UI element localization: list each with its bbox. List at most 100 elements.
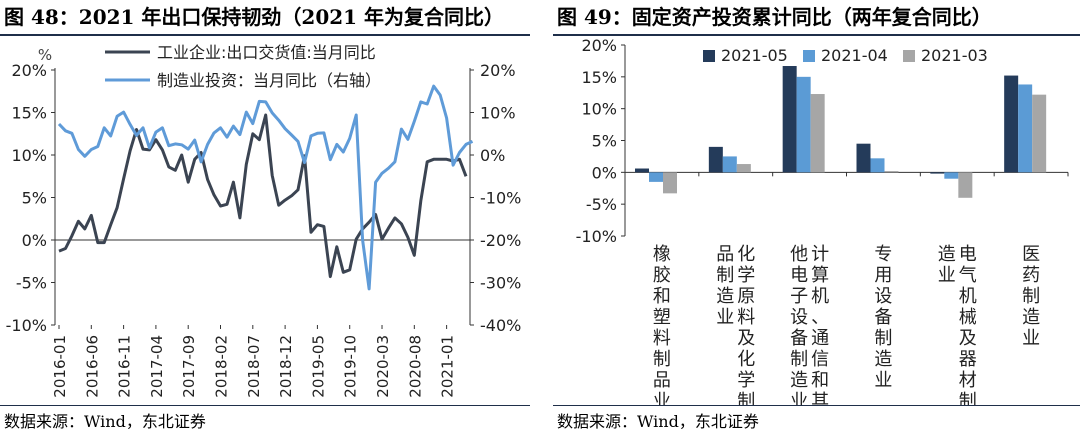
left-source-note: 数据来源：Wind，东北证券 [4,412,206,431]
bar [722,156,737,173]
category-label-char: 造 [1022,307,1040,328]
y-tick-label: -10% [576,227,617,246]
y-tick-label: -5% [586,195,617,214]
category-label-char: 制 [716,265,734,286]
left-axis-unit: % [38,46,52,64]
left-chart-title: 图 48：2021 年出口保持韧劲（2021 年为复合同比） [4,5,505,29]
category-label-char: 气 [959,265,977,286]
category-label-char: 其 [811,391,829,405]
category-label-char: 橡 [653,244,671,265]
x-tick-label: 2018-12 [277,335,295,398]
x-tick-label: 2020-03 [374,335,392,398]
right-y-tick-label: 0% [480,146,505,165]
legend-label: 制造业投资：当月同比（右轴） [157,71,381,90]
category-label-char: 和 [811,370,829,391]
manufacturing-investment-series-line [57,84,474,291]
category-label-char: 设 [874,286,892,307]
category-label-char: 专 [874,244,892,265]
bar [856,143,871,173]
category-label-char: 业 [938,265,956,286]
right-y-tick-label: 20% [480,61,516,80]
category-label-char: 器 [959,349,977,370]
category-label-char: 造 [938,244,956,265]
left-y-tick-label: -5% [16,274,47,293]
x-tick-label: 2019-05 [309,335,327,398]
category-label-char: 制 [737,391,755,405]
category-label-char: 机 [811,286,829,307]
category-label-char: 造 [716,286,734,307]
category-label-char: 品 [653,370,671,391]
left-y-tick-label: -10% [6,316,47,335]
category-label-char: 电 [959,244,977,265]
left-y-tick-label: 5% [22,189,47,208]
x-tick-label: 2018-07 [245,335,263,398]
right-y-tick-label: -10% [480,189,521,208]
bar [1018,84,1033,173]
bar [930,172,945,174]
x-tick-label: 2016-01 [51,335,69,398]
left-y-tick-label: 15% [11,104,47,123]
category-label-char: 制 [790,349,808,370]
x-tick-label: 2016-11 [116,335,134,398]
bar [1032,94,1047,173]
x-tick-label: 2016-06 [83,335,101,398]
bar [958,172,973,198]
category-label-char: 制 [874,328,892,349]
category-label-char: 料 [737,307,755,328]
left-chart-panel: 图 48：2021 年出口保持韧劲（2021 年为复合同比） % 20% 15% 10… [0,0,530,438]
category-label-char: 信 [811,349,829,370]
bar [736,164,751,173]
bar [884,171,899,173]
x-tick-label: 2017-09 [180,335,198,398]
category-label-char: 及 [959,328,977,349]
legend-swatch [703,50,715,62]
bar [649,172,663,182]
category-label-char: 制 [1022,286,1040,307]
bar [870,158,885,173]
right-bar-chart: 20%15%10%5%0%-5%-10%橡胶和塑料制品业品制造业化学原料及化学制… [576,36,1069,405]
category-label-char: 计 [811,244,829,265]
category-label-char: 业 [874,370,892,391]
category-label-char: 学 [737,265,755,286]
category-label-char: 算 [811,265,829,286]
x-tick-label: 2021-01 [439,335,457,398]
bar [810,94,825,173]
category-label-char: 电 [790,265,808,286]
export-delivery-series-line [58,113,468,279]
left-y-tick-label: 0% [22,231,47,250]
category-label-char: 业 [790,391,808,405]
x-tick-label: 2019-10 [342,335,360,398]
category-label-char: 制 [653,349,671,370]
category-label-char: 造 [874,349,892,370]
bar [708,146,723,173]
category-label-char: 胶 [653,265,671,286]
category-label-char: 及 [737,328,755,349]
left-y-tick-label: 10% [11,146,47,165]
category-label-char: 、 [811,307,829,328]
bar [635,168,649,173]
source-rule [553,405,1080,406]
x-tick-label: 2020-08 [406,335,424,398]
x-tick-label: 2017-04 [148,335,166,398]
category-label-char: 用 [874,265,892,286]
title-rule [0,34,530,36]
category-label-char: 药 [1022,265,1040,286]
bar [1004,75,1019,173]
source-rule [0,405,530,406]
category-label-char: 备 [874,307,892,328]
right-chart-title: 图 49：固定资产投资累计同比（两年复合同比） [557,5,992,29]
category-label-char: 造 [790,370,808,391]
left-y-tick-label: 20% [11,61,47,80]
right-y-tick-label: -30% [480,274,521,293]
right-chart-panel: 图 49：固定资产投资累计同比（两年复合同比） 20% 15% 10% 5% 0% -5%… [553,0,1080,438]
category-label-char: 设 [790,307,808,328]
category-label-char: 料 [653,328,671,349]
category-label-char: 业 [653,391,671,405]
y-tick-label: 15% [581,68,617,87]
right-source-note: 数据来源：Wind，东北证券 [557,412,759,431]
bar [944,172,959,179]
category-label-char: 械 [959,307,977,328]
left-line-chart: %20%15%10%5%0%-5%-10%20%10%0%-10%-20%-30… [6,43,522,398]
category-label-char: 子 [790,286,808,307]
y-tick-label: 0% [592,163,617,182]
